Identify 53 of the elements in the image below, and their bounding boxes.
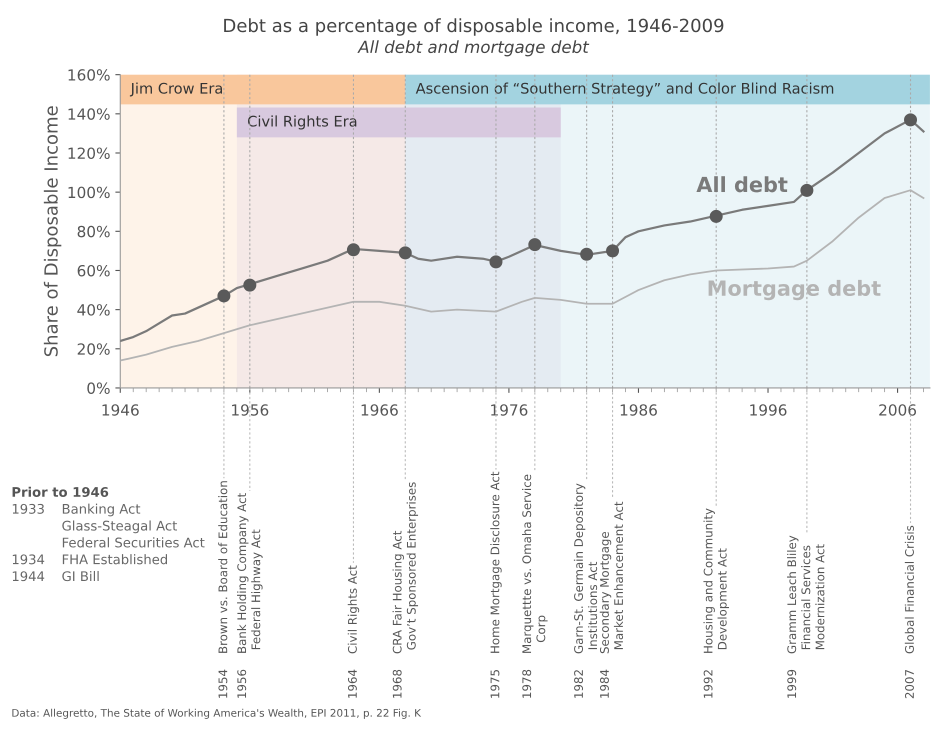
point bbox=[346, 243, 360, 256]
band-label: Civil Rights Era bbox=[248, 115, 356, 130]
y-tick-label: 60% bbox=[78, 264, 110, 276]
ref-line-label: 1954 Brown vs. Board of Education bbox=[218, 481, 228, 698]
x-tick-label: 1966 bbox=[362, 404, 398, 416]
point bbox=[800, 184, 814, 197]
text: Glass-Steagal Act bbox=[62, 520, 178, 534]
x-tick-label: 1986 bbox=[620, 404, 657, 416]
ref-line-label: 1975 Home Mortgage Disclosure Act bbox=[490, 472, 502, 698]
series-label: All debt bbox=[696, 176, 788, 192]
text: 1933 Banking Act bbox=[12, 504, 140, 516]
x-tick-label: 2006 bbox=[879, 404, 916, 416]
text: Federal Securities Act bbox=[62, 537, 205, 548]
band-label: Jim Crow Era bbox=[130, 82, 222, 96]
y-tick-label: 140% bbox=[68, 108, 110, 120]
chart-subtitle: All debt and mortgage debt bbox=[357, 40, 590, 56]
ref-line-label: 1964 Civil Rights Act bbox=[348, 565, 360, 698]
band-label: Ascension of “Southern Strategy” and Color Blind Racism bbox=[416, 82, 834, 97]
y-tick-label: 0% bbox=[87, 382, 110, 394]
y-tick-label: 20% bbox=[78, 343, 110, 355]
text: 1944 GI Bill bbox=[12, 570, 99, 582]
ref-line-label: 1992 Housing and Community Development Act bbox=[703, 508, 729, 698]
y-tick-label: 160% bbox=[68, 69, 110, 81]
point bbox=[217, 289, 230, 302]
text: 1934 FHA Established bbox=[12, 554, 167, 564]
point bbox=[580, 248, 594, 261]
point bbox=[398, 246, 412, 260]
ref-line-label: 1984 Secondary Mortgage Market Enhancement Act bbox=[600, 502, 624, 698]
y-tick-label: 120% bbox=[68, 147, 110, 160]
text: Data: Allegretto, The State of Working America's Wealth, EPI 2011, p. 22 Fig. K bbox=[12, 708, 422, 719]
x-tick-label: 1946 bbox=[102, 404, 139, 416]
y-tick-label: 80% bbox=[78, 226, 110, 238]
series-label: Mortgage debt bbox=[708, 280, 881, 300]
chart-title: Debt as a percentage of disposable income, 1946-2009 bbox=[224, 18, 724, 36]
point bbox=[528, 238, 542, 252]
y-tick-label: 100% bbox=[68, 186, 110, 198]
y-axis-title: Share of Disposable Income bbox=[44, 106, 62, 356]
ref-line-label: 1999 Gramm Leach Bliley Financial Services Modernization Act bbox=[787, 536, 824, 698]
point bbox=[606, 244, 620, 258]
y-tick-label: 40% bbox=[77, 304, 110, 316]
ref-line-label: 1982 Garn-St. Germain Depository Institutions Act bbox=[574, 483, 598, 698]
x-tick-label: 1976 bbox=[491, 404, 528, 416]
ref-line-label: 1968 CRA Fair Housing Act Gov’t Sponsored Enterprises bbox=[392, 482, 418, 698]
ref-line-label: 1978 Marquettte vs. Omaha Service Corp bbox=[522, 474, 548, 698]
point bbox=[710, 210, 723, 223]
ref-line-label: 1956 Bank Holding Company Act Federal Highway Act bbox=[237, 493, 263, 698]
ref-line-label: 2007 Global Financial Crisis bbox=[904, 526, 914, 698]
point bbox=[489, 255, 502, 268]
x-tick-label: 1956 bbox=[232, 404, 268, 416]
text: Prior to 1946 bbox=[12, 486, 108, 497]
point bbox=[243, 278, 256, 292]
point bbox=[904, 113, 918, 126]
x-tick-label: 1996 bbox=[750, 404, 786, 416]
